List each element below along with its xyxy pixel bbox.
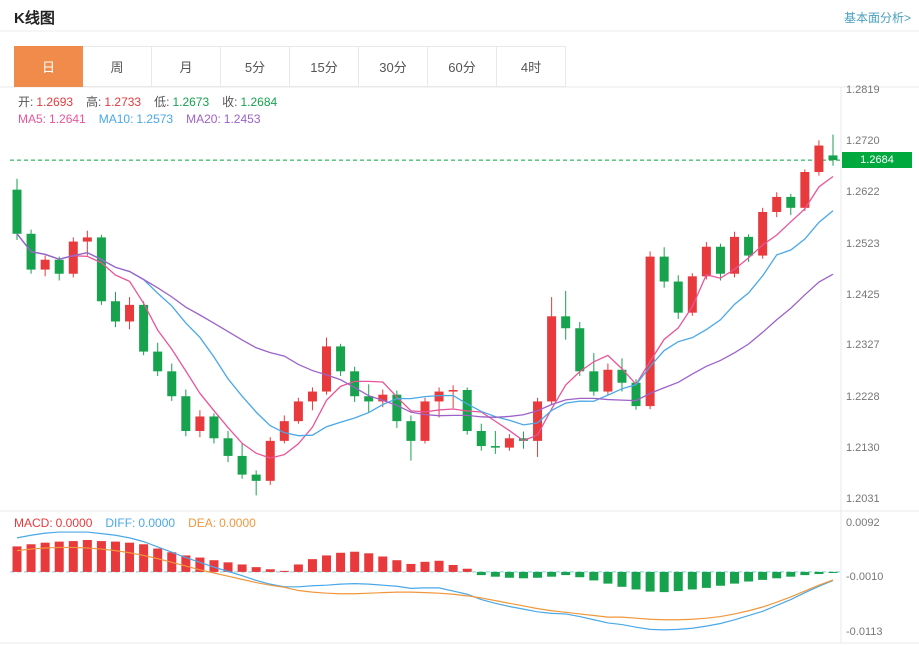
legend-value: 0.0000 [219, 516, 256, 530]
price-axis-label: 1.2130 [846, 442, 880, 454]
macd-legend: MACD:0.0000DIFF:0.0000DEA:0.0000 [14, 516, 269, 530]
legend-label: MA10: [99, 112, 134, 126]
legend-value: 0.0000 [138, 516, 175, 530]
macd-axis-label: 0.0092 [846, 517, 880, 529]
macd-histogram [13, 540, 838, 592]
macd-axis-label: -0.0113 [846, 626, 883, 638]
period-tab-1[interactable]: 周 [83, 46, 152, 87]
legend-label: 低: [154, 95, 169, 109]
legend-value: 0.0000 [56, 516, 93, 530]
current-price-badge: 1.2684 [842, 152, 912, 168]
legend-value: 1.2641 [49, 112, 86, 126]
legend-item: 低:1.2673 [154, 93, 209, 110]
legend-item: DEA:0.0000 [188, 516, 256, 530]
fundamental-analysis-link[interactable]: 基本面分析> [844, 9, 911, 26]
price-axis-label: 1.2228 [846, 391, 880, 403]
period-tab-2[interactable]: 月 [152, 46, 221, 87]
legend-item: 收:1.2684 [222, 93, 277, 110]
legend-label: DEA: [188, 516, 216, 530]
ohlc-legend: 开:1.2693 高:1.2733 低:1.2673 收:1.2684 [18, 93, 290, 110]
price-axis-label: 1.2327 [846, 339, 880, 351]
legend-value: 1.2453 [224, 112, 261, 126]
period-tab-0[interactable]: 日 [14, 46, 83, 87]
ma-legend: MA5:1.2641 MA10:1.2573 MA20:1.2453 [18, 112, 274, 126]
price-axis-label: 1.2523 [846, 238, 880, 250]
price-axis-label: 1.2819 [846, 84, 880, 96]
legend-item: 开:1.2693 [18, 93, 73, 110]
price-axis-label: 1.2425 [846, 289, 880, 301]
legend-label: MA20: [186, 112, 221, 126]
price-axis-label: 1.2720 [846, 135, 880, 147]
legend-item: MA5:1.2641 [18, 112, 86, 126]
kline-page: K线图 基本面分析> 日周月5分15分30分60分4时 开:1.2693高:1.… [0, 0, 919, 645]
legend-value: 1.2733 [104, 95, 141, 109]
legend-label: DIFF: [105, 516, 135, 530]
macd-axis-label: -0.0010 [846, 571, 883, 583]
legend-item: MA10:1.2573 [99, 112, 173, 126]
period-tab-3[interactable]: 5分 [221, 46, 290, 87]
legend-label: MACD: [14, 516, 53, 530]
period-tab-5[interactable]: 30分 [359, 46, 428, 87]
legend-item: 高:1.2733 [86, 93, 141, 110]
legend-label: MA5: [18, 112, 46, 126]
price-axis-label: 1.2622 [846, 186, 880, 198]
period-tab-4[interactable]: 15分 [290, 46, 359, 87]
price-axis-label: 1.2031 [846, 493, 880, 505]
legend-value: 1.2684 [240, 95, 277, 109]
legend-value: 1.2693 [36, 95, 73, 109]
legend-value: 1.2573 [136, 112, 173, 126]
legend-item: MA20:1.2453 [186, 112, 260, 126]
period-tabs: 日周月5分15分30分60分4时 [14, 46, 566, 87]
legend-label: 高: [86, 95, 101, 109]
legend-label: 收: [222, 95, 237, 109]
legend-item: DIFF:0.0000 [105, 516, 175, 530]
candlestick-series [13, 135, 838, 496]
legend-label: 开: [18, 95, 33, 109]
period-tab-6[interactable]: 60分 [428, 46, 497, 87]
legend-item: MACD:0.0000 [14, 516, 92, 530]
page-title: K线图 [14, 7, 55, 28]
legend-value: 1.2673 [172, 95, 209, 109]
period-tab-7[interactable]: 4时 [497, 46, 566, 87]
